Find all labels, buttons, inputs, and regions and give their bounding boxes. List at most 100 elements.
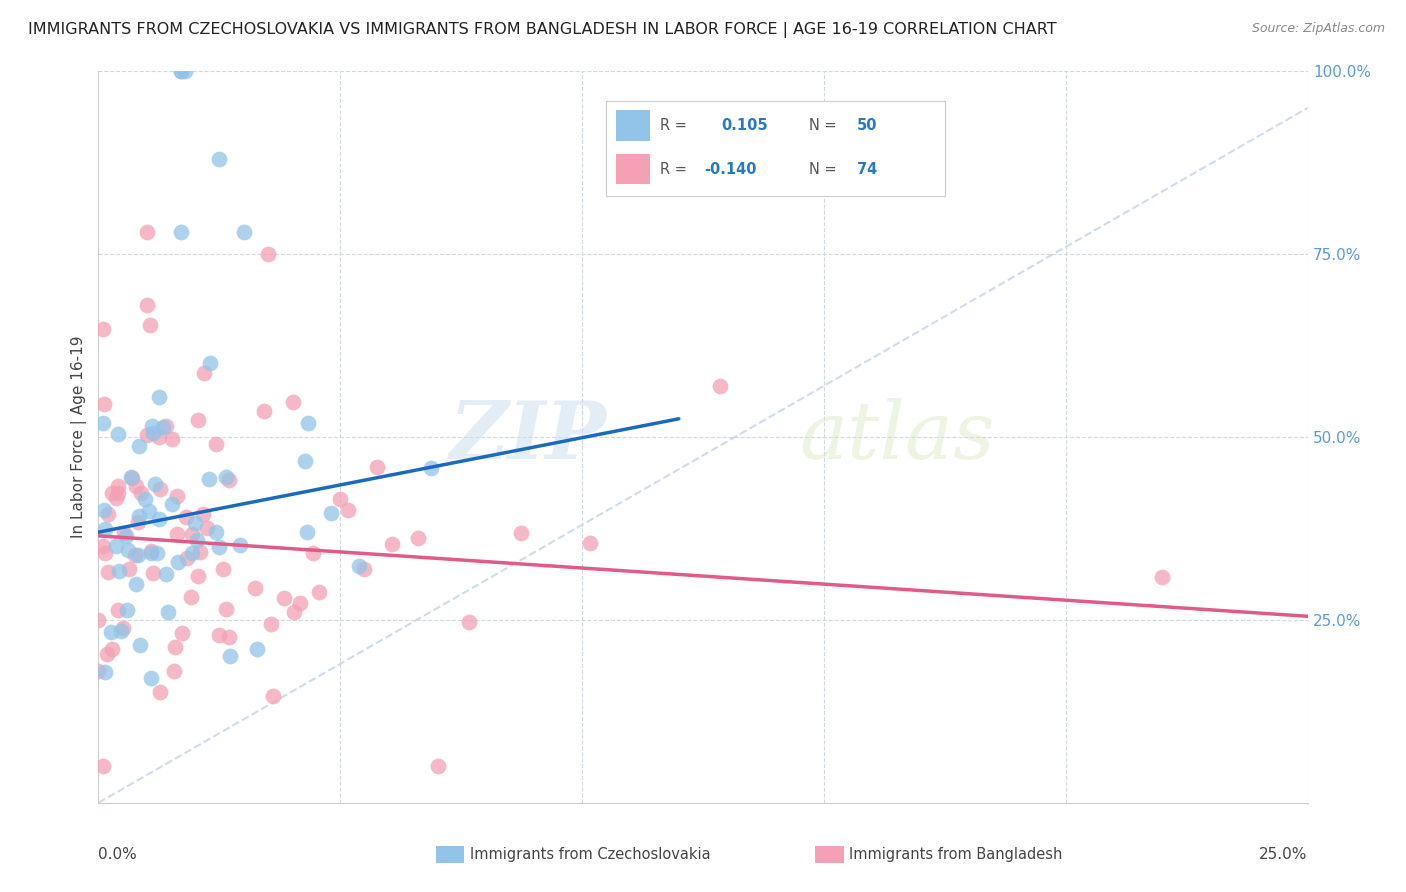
Point: [169, 64, 191, 78]
Point: [93, 503, 115, 517]
Point: [112, 526, 135, 541]
Point: [149, 482, 172, 496]
Point: [136, 428, 159, 442]
Text: ZIP: ZIP: [450, 399, 606, 475]
Point: [187, 413, 209, 427]
Point: [104, 491, 127, 506]
Point: [165, 640, 187, 655]
Point: [273, 591, 295, 605]
Point: [141, 419, 163, 434]
Point: [124, 548, 146, 562]
Point: [128, 509, 150, 524]
Text: atlas: atlas: [800, 399, 995, 475]
Point: [208, 152, 231, 166]
Point: [87, 613, 110, 627]
Point: [94, 665, 117, 679]
Point: [229, 538, 252, 552]
Text: Immigrants from Bangladesh: Immigrants from Bangladesh: [849, 847, 1063, 862]
Point: [427, 759, 450, 773]
Point: [101, 486, 124, 500]
Point: [215, 601, 238, 615]
Point: [297, 524, 319, 539]
Point: [183, 516, 205, 530]
Point: [100, 625, 122, 640]
Point: [148, 430, 170, 444]
Point: [208, 540, 231, 554]
Point: [117, 542, 139, 557]
Text: N =: N =: [810, 161, 842, 177]
Point: [458, 615, 481, 630]
Point: [172, 626, 194, 640]
Point: [510, 525, 533, 540]
Text: 25.0%: 25.0%: [1260, 847, 1308, 862]
Point: [243, 581, 266, 595]
Point: [111, 621, 134, 635]
Point: [148, 511, 170, 525]
Point: [142, 566, 165, 581]
Point: [107, 603, 129, 617]
Point: [108, 564, 131, 578]
Point: [283, 395, 305, 409]
Point: [107, 479, 129, 493]
Point: [232, 225, 254, 239]
Point: [152, 419, 174, 434]
Point: [218, 473, 240, 487]
Point: [181, 527, 204, 541]
Point: [107, 486, 129, 500]
Point: [349, 558, 371, 573]
Point: [191, 507, 214, 521]
Point: [180, 591, 202, 605]
Text: Immigrants from Czechoslovakia: Immigrants from Czechoslovakia: [470, 847, 710, 862]
Point: [142, 425, 165, 440]
Point: [288, 596, 311, 610]
Point: [97, 565, 120, 579]
Point: [294, 454, 316, 468]
Point: [156, 605, 179, 619]
Point: [146, 546, 169, 560]
Point: [174, 64, 197, 78]
Point: [246, 642, 269, 657]
Point: [141, 543, 163, 558]
Point: [1152, 570, 1174, 584]
Point: [187, 569, 209, 583]
Point: [308, 585, 330, 599]
Point: [283, 605, 305, 619]
Point: [329, 491, 352, 506]
Point: [166, 489, 188, 503]
Point: [321, 506, 343, 520]
Point: [129, 486, 152, 500]
Point: [93, 539, 115, 553]
Text: R =: R =: [661, 118, 692, 133]
Point: [200, 356, 222, 370]
Point: [381, 537, 404, 551]
Point: [297, 416, 319, 430]
Point: [301, 546, 323, 560]
Point: [148, 390, 170, 404]
Point: [135, 298, 157, 312]
Point: [193, 366, 215, 380]
Point: [166, 526, 188, 541]
Point: [125, 479, 148, 493]
Point: [262, 690, 284, 704]
Text: 74: 74: [856, 161, 877, 177]
Text: IMMIGRANTS FROM CZECHOSLOVAKIA VS IMMIGRANTS FROM BANGLADESH IN LABOR FORCE | AG: IMMIGRANTS FROM CZECHOSLOVAKIA VS IMMIGR…: [28, 22, 1057, 38]
Point: [163, 664, 186, 678]
Point: [174, 509, 197, 524]
Point: [176, 551, 198, 566]
Point: [366, 460, 388, 475]
Point: [169, 64, 191, 78]
Point: [195, 521, 218, 535]
Point: [121, 471, 143, 485]
Point: [91, 322, 114, 336]
Point: [406, 531, 429, 545]
Point: [96, 647, 118, 661]
Point: [139, 318, 162, 332]
Point: [155, 567, 177, 582]
Point: [114, 528, 136, 542]
Text: 0.0%: 0.0%: [98, 847, 138, 862]
Point: [94, 546, 117, 560]
Point: [97, 508, 120, 522]
Point: [104, 539, 127, 553]
Point: [204, 437, 226, 451]
Point: [180, 546, 202, 560]
